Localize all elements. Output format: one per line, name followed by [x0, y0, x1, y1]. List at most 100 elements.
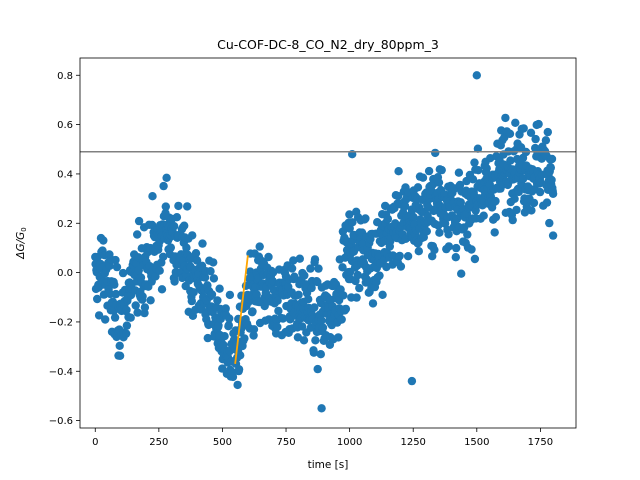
- data-point: [479, 211, 488, 220]
- data-point: [541, 136, 551, 145]
- data-point: [189, 288, 198, 297]
- data-point: [110, 280, 119, 289]
- data-point: [131, 301, 140, 310]
- data-point: [306, 264, 315, 273]
- data-point: [455, 180, 465, 190]
- data-point: [105, 261, 115, 270]
- data-point: [519, 124, 528, 133]
- data-point: [548, 189, 558, 198]
- data-point: [482, 164, 491, 173]
- data-point: [274, 306, 283, 316]
- data-point: [348, 218, 357, 227]
- data-point: [133, 308, 142, 317]
- data-point: [112, 262, 122, 272]
- data-point: [122, 329, 131, 338]
- data-point: [294, 290, 303, 299]
- data-point: [221, 304, 230, 313]
- x-tick-label: 1000: [337, 437, 362, 448]
- data-point: [463, 230, 472, 239]
- data-point: [111, 255, 120, 265]
- data-point: [146, 296, 155, 305]
- data-point: [225, 314, 234, 323]
- data-point: [313, 277, 322, 287]
- data-point: [200, 273, 210, 282]
- data-point: [508, 215, 517, 225]
- data-point: [159, 181, 168, 191]
- data-point: [249, 331, 258, 340]
- data-point: [355, 283, 364, 293]
- data-point: [273, 296, 282, 305]
- data-point: [172, 213, 182, 222]
- data-point: [407, 376, 417, 386]
- data-point: [155, 266, 164, 275]
- data-point: [452, 243, 461, 253]
- data-point: [170, 277, 179, 286]
- fit-line: [234, 255, 249, 364]
- data-point: [111, 289, 121, 299]
- x-tick-label: 1500: [464, 437, 489, 448]
- data-point: [545, 218, 554, 228]
- data-point: [353, 270, 362, 280]
- data-point: [148, 192, 157, 201]
- y-tick-label: 0.8: [57, 71, 73, 82]
- data-point: [430, 245, 439, 255]
- data-point: [474, 166, 483, 175]
- data-point: [209, 274, 219, 283]
- data-point: [409, 212, 418, 222]
- data-point: [317, 404, 326, 413]
- data-point: [338, 263, 347, 272]
- data-point: [133, 230, 142, 239]
- data-point: [534, 119, 543, 129]
- data-point: [473, 144, 483, 153]
- y-axis-label-main: ΔG/G: [15, 232, 27, 260]
- data-point: [506, 156, 515, 165]
- data-point: [375, 271, 384, 280]
- data-point: [511, 118, 520, 128]
- data-point: [512, 205, 521, 215]
- data-point: [546, 163, 555, 172]
- data-point: [224, 321, 233, 330]
- data-point: [166, 243, 175, 252]
- data-point: [422, 227, 431, 236]
- y-tick-label: 0.2: [57, 219, 73, 230]
- x-tick-label: 250: [149, 437, 168, 448]
- data-point: [300, 271, 309, 280]
- data-point: [215, 284, 224, 293]
- data-point: [361, 214, 370, 223]
- data-point: [378, 290, 387, 299]
- data-point: [310, 303, 319, 312]
- data-point: [214, 321, 223, 330]
- y-tick-label: −0.4: [49, 367, 73, 378]
- data-point: [368, 299, 378, 308]
- data-point: [225, 290, 235, 300]
- data-point: [198, 239, 207, 248]
- data-point: [122, 321, 132, 330]
- data-point: [383, 214, 393, 224]
- data-point: [182, 243, 191, 252]
- data-point: [403, 252, 413, 261]
- data-point: [542, 198, 552, 207]
- data-point: [526, 128, 536, 137]
- data-point: [304, 295, 313, 304]
- data-point: [434, 178, 444, 187]
- data-point: [491, 196, 500, 206]
- data-point: [318, 323, 328, 332]
- data-point: [470, 158, 479, 167]
- x-tick-label: 0: [92, 437, 98, 448]
- data-point: [337, 315, 346, 324]
- data-point: [126, 313, 135, 322]
- data-point: [394, 191, 403, 201]
- data-point: [444, 230, 453, 239]
- data-point: [101, 315, 110, 324]
- data-point: [414, 247, 423, 256]
- data-point: [535, 187, 545, 197]
- data-point: [400, 201, 410, 211]
- data-point: [431, 148, 440, 158]
- data-point: [437, 165, 446, 175]
- data-point: [529, 198, 539, 208]
- data-points: [91, 71, 558, 413]
- data-point: [501, 113, 510, 123]
- data-point: [174, 201, 183, 211]
- data-point: [310, 255, 320, 264]
- data-point: [334, 333, 343, 342]
